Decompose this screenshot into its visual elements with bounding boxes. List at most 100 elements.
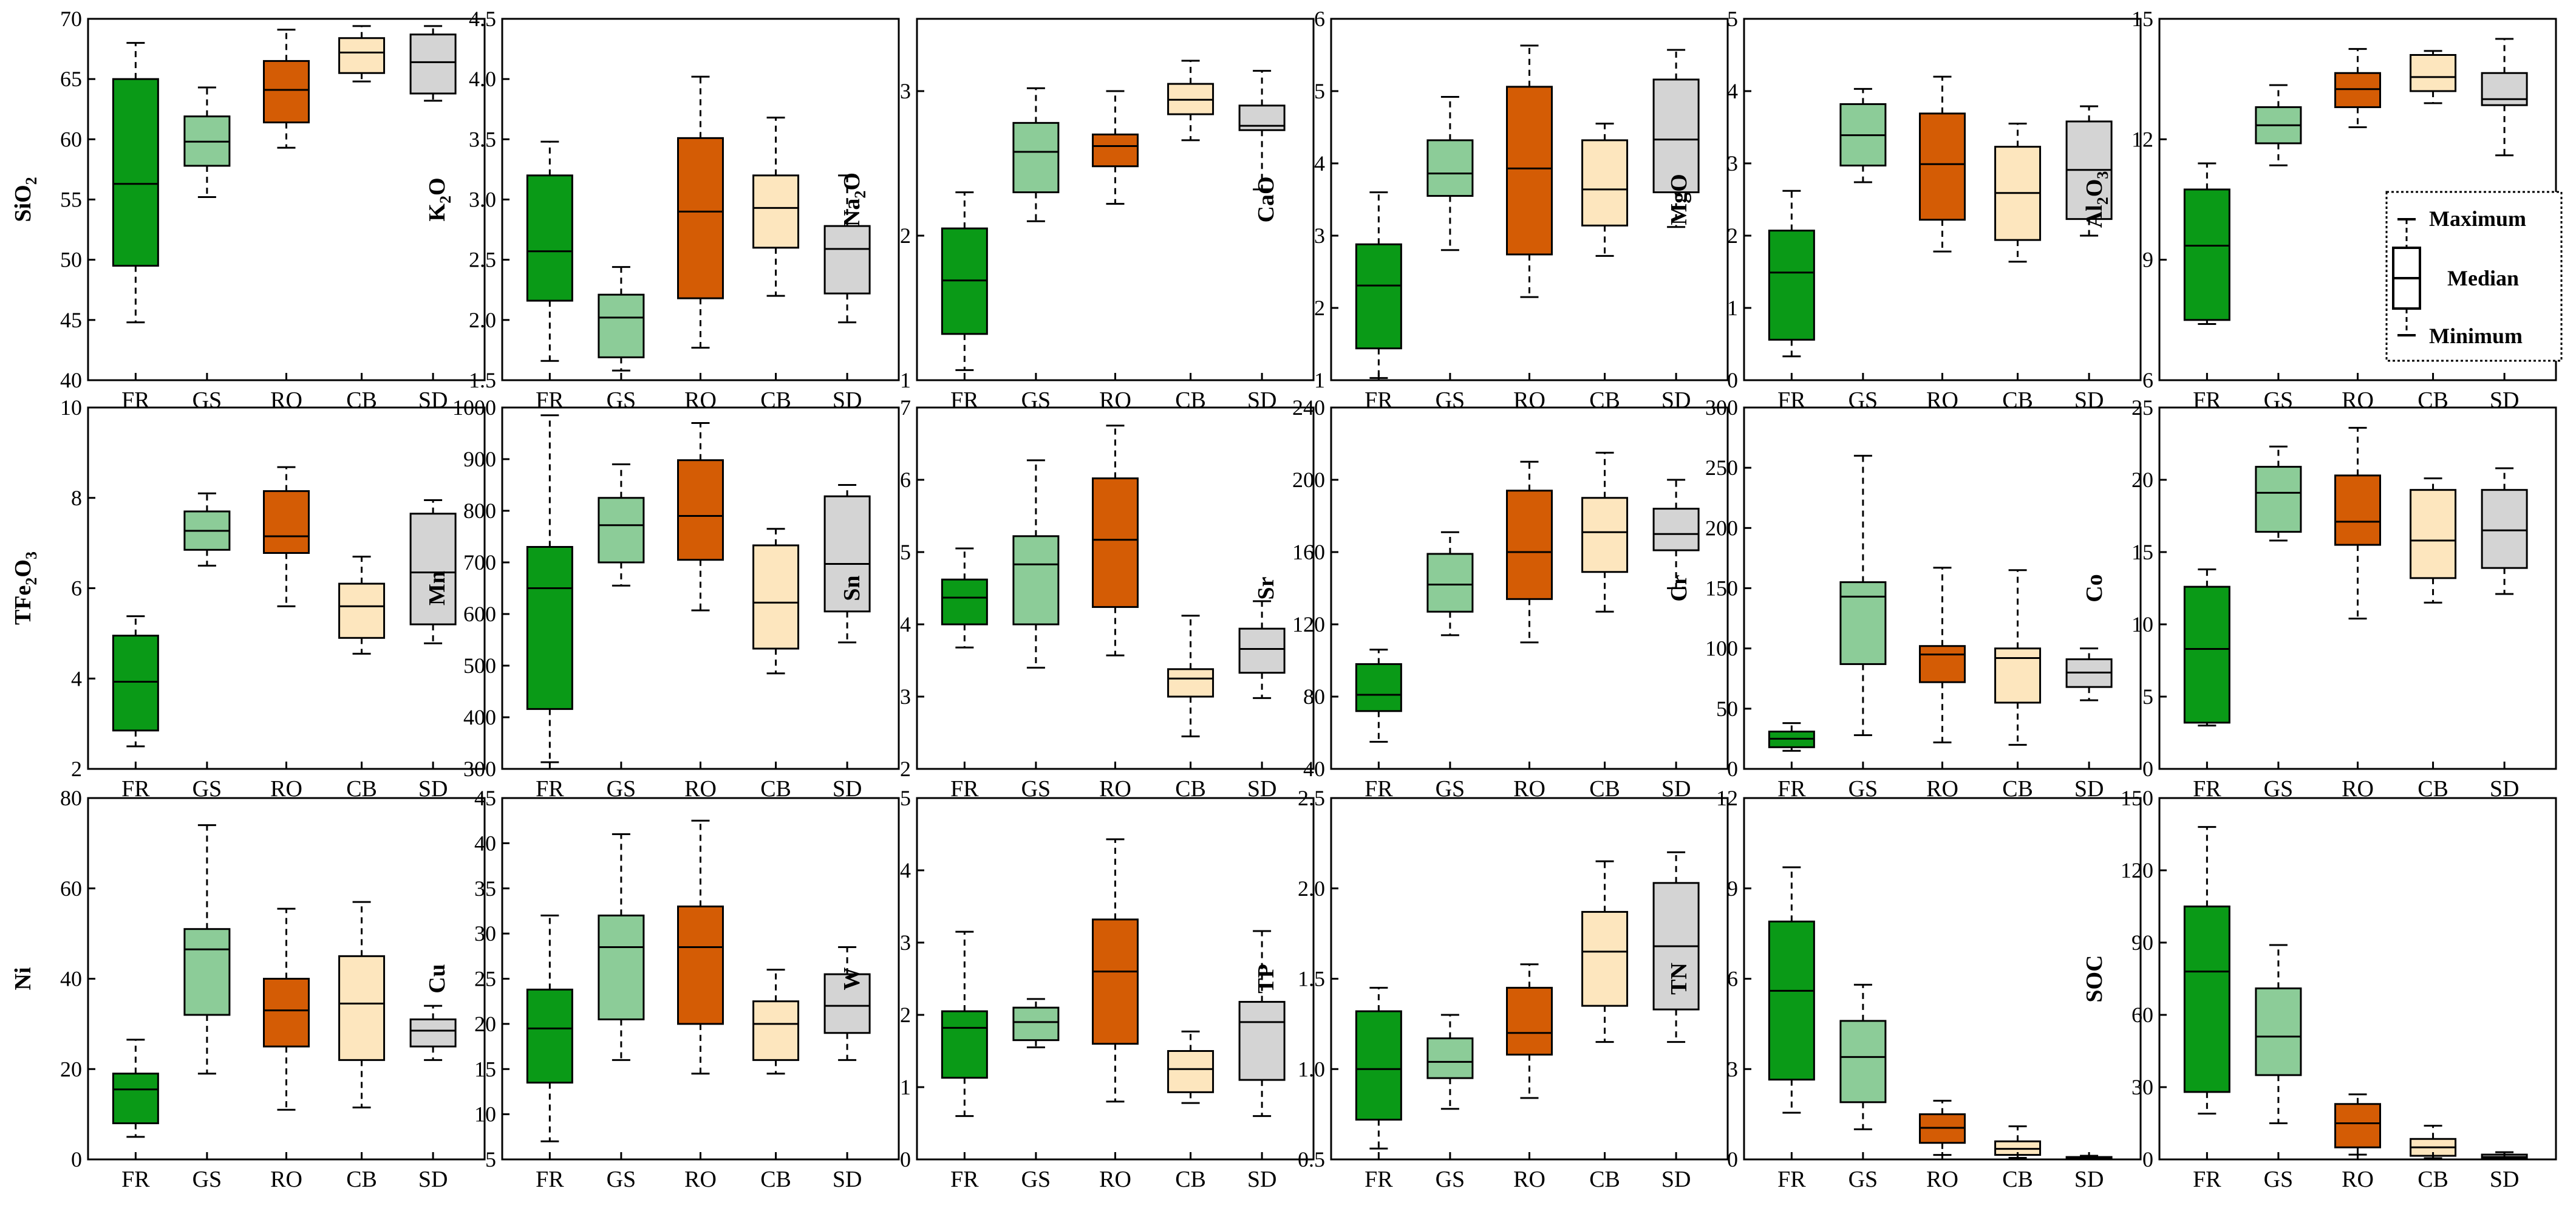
y-tick-label: 5 [2142, 684, 2153, 709]
y-tick-label: 160 [1292, 540, 1325, 564]
box-ro [2334, 426, 2381, 619]
box-sd [1652, 851, 1700, 1043]
y-tick-label: 250 [1705, 456, 1738, 480]
y-tick-label: 900 [463, 447, 496, 471]
box-cb [1581, 860, 1629, 1043]
iqr-box [1355, 663, 1402, 712]
y-tick-label: 6 [1727, 967, 1738, 991]
y-tick-label: 3 [900, 930, 911, 955]
y-axis-label: SiO2 [10, 177, 40, 222]
iqr-box [2334, 1103, 2381, 1148]
y-tick-label: 1.5 [1298, 967, 1325, 991]
y-tick-label: 2.5 [1298, 786, 1325, 810]
iqr-box [338, 955, 386, 1061]
y-tick-label: 6 [1314, 7, 1325, 31]
x-category-label: FR [121, 387, 150, 413]
x-category-label: SD [1661, 387, 1691, 413]
y-tick-label: 0.5 [1298, 1147, 1325, 1172]
box-cb [752, 528, 800, 675]
iqr-box [112, 78, 159, 267]
x-category-label: CB [346, 1167, 377, 1192]
box-sd [823, 174, 871, 324]
legend: Maximum Median Minimum [2385, 191, 2563, 362]
panel-cao: 1 2 3 4 5 6 CaO FR GS RO CB SD [1253, 7, 1729, 413]
iqr-box [1506, 86, 1553, 256]
y-tick-label: 55 [60, 188, 82, 212]
box-ro [2334, 1093, 2381, 1156]
y-axis-label: Mn [424, 571, 450, 606]
box-sd [1238, 930, 1286, 1118]
y-axis-label: Sn [839, 575, 865, 601]
box-ro [1506, 963, 1553, 1099]
y-tick-label: 2 [900, 1003, 911, 1027]
iqr-box [409, 513, 457, 626]
x-category-label: CB [2418, 1167, 2448, 1192]
box-sd [1652, 479, 1700, 589]
y-tick-label: 2 [1727, 224, 1738, 248]
y-tick-label: 200 [1292, 468, 1325, 492]
x-category-label: RO [1513, 1167, 1545, 1192]
y-tick-label: 45 [60, 308, 82, 332]
iqr-box [823, 495, 871, 613]
x-category-label: FR [121, 1167, 150, 1192]
y-tick-label: 7 [900, 395, 911, 420]
iqr-box [677, 459, 724, 561]
box-sd [1238, 70, 1286, 191]
y-tick-label: 4 [1727, 79, 1738, 103]
x-category-label: GS [193, 387, 222, 413]
iqr-box [677, 906, 724, 1025]
iqr-box [823, 973, 871, 1034]
iqr-box [526, 174, 573, 302]
iqr-box [2183, 585, 2230, 724]
box-ro [1919, 1099, 1966, 1156]
iqr-box [1355, 243, 1402, 350]
y-axis-label: TP [1253, 964, 1279, 994]
iqr-box [1581, 139, 1629, 227]
box-fr [941, 930, 988, 1118]
box-ro [1919, 75, 1966, 253]
box-fr [941, 547, 988, 649]
box-fr [112, 615, 159, 748]
iqr-box [263, 60, 310, 124]
x-category-label: GS [1021, 1167, 1051, 1192]
iqr-box [2255, 466, 2302, 533]
box-gs [183, 824, 231, 1075]
x-category-label: RO [270, 1167, 302, 1192]
y-tick-label: 0 [1727, 1147, 1738, 1172]
iqr-box [1238, 627, 1286, 674]
x-category-label: FR [1365, 1167, 1393, 1192]
y-tick-label: 4 [900, 858, 911, 882]
box-cb [1581, 123, 1629, 257]
box-fr [2183, 162, 2230, 325]
y-tick-label: 1.0 [1298, 1057, 1325, 1081]
box-fr [1355, 986, 1402, 1150]
iqr-box [2183, 188, 2230, 321]
y-tick-label: 50 [60, 248, 82, 272]
box-cb [752, 117, 800, 297]
iqr-box [1652, 508, 1700, 551]
panel-cu: 5 10 15 20 25 30 35 40 45 Cu FR GS RO CB SD [424, 786, 900, 1192]
y-tick-label: 0 [1727, 757, 1738, 781]
iqr-box [1581, 910, 1629, 1007]
y-tick-label: 150 [2121, 786, 2153, 810]
box-cb [1167, 615, 1215, 737]
y-tick-label: 10 [2131, 612, 2153, 636]
y-tick-label: 6 [71, 576, 82, 601]
x-category-label: GS [1436, 1167, 1465, 1192]
x-category-label: SD [833, 387, 862, 413]
box-sd [409, 1005, 457, 1061]
y-tick-label: 4 [71, 666, 82, 691]
box-cb [2410, 50, 2457, 104]
box-fr [112, 42, 159, 324]
y-tick-label: 30 [2131, 1075, 2153, 1099]
iqr-box [2410, 54, 2457, 92]
panel-soc: 0 30 60 90 120 150 SOC FR GS RO CB SD [2082, 786, 2557, 1192]
iqr-box [941, 1010, 988, 1079]
y-tick-label: 5 [900, 540, 911, 564]
box-sd [2065, 647, 2113, 701]
x-category-label: CB [2418, 387, 2448, 413]
iqr-box [598, 293, 645, 358]
iqr-box [338, 582, 386, 639]
